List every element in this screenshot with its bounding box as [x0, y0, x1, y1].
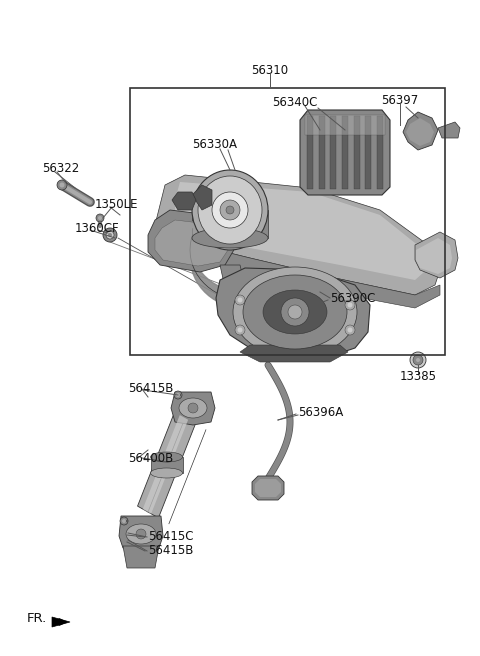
Circle shape	[106, 231, 114, 239]
Ellipse shape	[192, 170, 268, 250]
Polygon shape	[319, 116, 324, 189]
Circle shape	[413, 355, 423, 365]
Text: FR.: FR.	[27, 611, 47, 625]
Circle shape	[120, 517, 128, 525]
Circle shape	[98, 216, 102, 220]
Text: 56322: 56322	[42, 161, 79, 174]
Polygon shape	[148, 210, 235, 272]
Text: 56400B: 56400B	[128, 451, 173, 464]
Text: 56397: 56397	[382, 94, 419, 106]
Circle shape	[60, 182, 64, 188]
Text: 56415B: 56415B	[128, 382, 173, 394]
Text: 1350LE: 1350LE	[95, 199, 139, 211]
Circle shape	[238, 298, 242, 302]
Circle shape	[348, 302, 352, 308]
Bar	[130, 88, 445, 355]
Polygon shape	[255, 479, 281, 497]
Polygon shape	[406, 118, 434, 146]
Circle shape	[281, 298, 309, 326]
Polygon shape	[342, 116, 348, 189]
Ellipse shape	[243, 275, 347, 349]
Circle shape	[410, 352, 426, 368]
Circle shape	[174, 391, 182, 399]
Polygon shape	[151, 457, 182, 473]
Polygon shape	[216, 268, 370, 358]
Polygon shape	[175, 182, 432, 280]
Circle shape	[288, 305, 302, 319]
Polygon shape	[438, 122, 460, 138]
Polygon shape	[307, 116, 313, 189]
Polygon shape	[300, 110, 390, 195]
Polygon shape	[119, 516, 163, 551]
Polygon shape	[403, 112, 438, 150]
Circle shape	[188, 403, 198, 413]
Polygon shape	[252, 476, 284, 500]
Polygon shape	[172, 192, 196, 210]
Polygon shape	[52, 617, 70, 627]
Text: 56310: 56310	[252, 64, 288, 77]
Ellipse shape	[198, 176, 262, 244]
Polygon shape	[305, 115, 385, 135]
Circle shape	[96, 214, 104, 222]
Circle shape	[176, 393, 180, 397]
Ellipse shape	[179, 398, 207, 418]
Ellipse shape	[192, 228, 268, 248]
Polygon shape	[123, 546, 159, 568]
Polygon shape	[155, 220, 228, 266]
Ellipse shape	[151, 468, 182, 478]
Text: 56415B: 56415B	[148, 544, 193, 556]
Circle shape	[226, 206, 234, 214]
Polygon shape	[220, 265, 245, 288]
Polygon shape	[138, 412, 195, 518]
Polygon shape	[416, 238, 452, 274]
Circle shape	[416, 358, 420, 362]
Circle shape	[345, 300, 355, 310]
Circle shape	[122, 519, 126, 523]
Circle shape	[212, 192, 248, 228]
Polygon shape	[192, 210, 268, 238]
Text: 56396A: 56396A	[298, 405, 343, 419]
Text: 1360CF: 1360CF	[75, 222, 120, 234]
Circle shape	[220, 200, 240, 220]
Ellipse shape	[126, 524, 156, 544]
Polygon shape	[155, 175, 440, 295]
Circle shape	[103, 228, 117, 242]
Circle shape	[238, 327, 242, 333]
Circle shape	[348, 327, 352, 333]
Polygon shape	[240, 345, 348, 362]
Polygon shape	[377, 116, 383, 189]
Text: 56330A: 56330A	[192, 138, 238, 152]
Polygon shape	[192, 185, 212, 210]
Polygon shape	[354, 116, 360, 189]
Ellipse shape	[263, 290, 327, 334]
Circle shape	[235, 325, 245, 335]
Polygon shape	[165, 242, 440, 308]
Circle shape	[136, 529, 146, 539]
Circle shape	[235, 295, 245, 305]
Polygon shape	[330, 116, 336, 189]
Text: 56415C: 56415C	[148, 529, 193, 543]
Text: 56390C: 56390C	[330, 291, 375, 304]
Polygon shape	[171, 392, 215, 425]
Ellipse shape	[151, 452, 182, 462]
Text: 56340C: 56340C	[272, 96, 318, 108]
Circle shape	[57, 180, 67, 190]
Polygon shape	[415, 232, 458, 278]
Polygon shape	[365, 116, 372, 189]
Text: 13385: 13385	[399, 369, 436, 382]
Circle shape	[108, 233, 112, 237]
Circle shape	[345, 325, 355, 335]
Polygon shape	[143, 415, 188, 514]
Ellipse shape	[233, 267, 357, 357]
